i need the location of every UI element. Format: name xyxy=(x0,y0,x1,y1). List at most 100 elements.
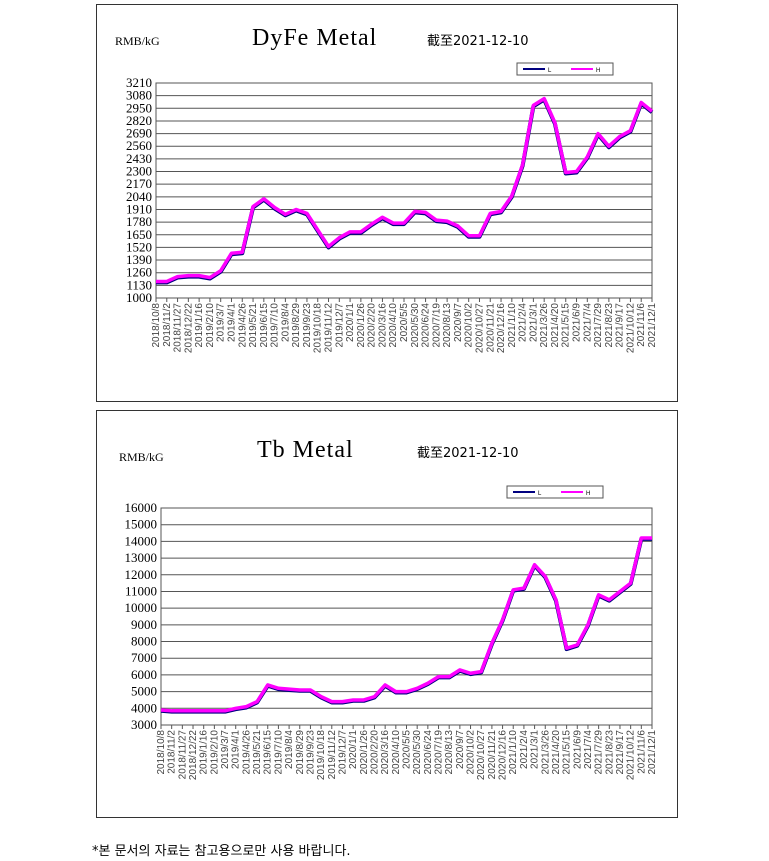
x-tick-label: 2018/11/2 xyxy=(167,730,178,774)
x-tick-label: 2021/7/29 xyxy=(594,730,605,775)
x-tick-label: 2021/5/15 xyxy=(561,303,572,348)
y-tick-label: 6000 xyxy=(131,667,157,682)
y-tick-label: 5000 xyxy=(131,684,157,699)
x-tick-label: 2020/1/1 xyxy=(348,730,359,769)
x-tick-label: 2019/10/18 xyxy=(313,303,324,353)
y-tick-label: 2170 xyxy=(126,176,152,191)
x-tick-label: 2019/9/23 xyxy=(305,730,316,775)
y-tick-label: 10000 xyxy=(125,600,158,615)
x-tick-label: 2019/11/12 xyxy=(327,730,338,780)
x-tick-label: 2020/5/30 xyxy=(410,303,421,348)
x-tick-label: 2020/7/19 xyxy=(434,730,445,775)
x-tick-label: 2021/3/1 xyxy=(530,730,541,769)
x-tick-label: 2019/4/26 xyxy=(237,303,248,348)
x-tick-label: 2021/2/4 xyxy=(518,303,529,342)
x-tick-label: 2018/10/8 xyxy=(151,303,162,348)
x-tick-label: 2018/11/2 xyxy=(162,303,173,347)
x-tick-label: 2020/5/5 xyxy=(402,730,413,769)
x-tick-label: 2018/11/27 xyxy=(177,730,188,780)
y-tick-label: 4000 xyxy=(131,700,157,715)
x-tick-label: 2019/2/10 xyxy=(205,303,216,348)
chart-title: Tb Metal xyxy=(257,437,354,463)
x-tick-label: 2019/4/26 xyxy=(241,730,252,775)
x-tick-label: 2020/10/2 xyxy=(466,730,477,775)
tb-chart-panel: RMB/kG Tb Metal 截至2021-12-10 3000 4000 5000 60… xyxy=(96,410,678,818)
y-tick-label: 16000 xyxy=(125,500,158,515)
y-tick-label: 2040 xyxy=(126,189,152,204)
y-tick-label: 2690 xyxy=(126,126,152,141)
legend-label-H: H xyxy=(596,68,600,74)
x-tick-label: 2021/11/6 xyxy=(636,730,647,774)
x-tick-label: 2020/11/21 xyxy=(487,730,498,780)
x-tick-label: 2020/2/20 xyxy=(369,730,380,775)
x-tick-label: 2020/4/10 xyxy=(388,303,399,348)
x-tick-label: 2018/12/22 xyxy=(188,730,199,780)
x-tick-label: 2019/9/23 xyxy=(302,303,313,348)
chart-title: DyFe Metal xyxy=(252,25,377,51)
y-tick-label: 8000 xyxy=(131,634,157,649)
y-tick-label: 14000 xyxy=(125,533,158,548)
y-tick-label: 3080 xyxy=(126,88,152,103)
x-tick-label: 2021/7/4 xyxy=(582,303,593,342)
chart-date-subtitle: 截至2021-12-10 xyxy=(417,446,519,461)
y-tick-label: 2950 xyxy=(126,100,152,115)
dyfe-chart: RMB/kG DyFe Metal 截至2021-12-10 100011301260… xyxy=(115,25,658,353)
x-tick-label: 2021/2/4 xyxy=(519,730,530,769)
x-tick-label: 2020/8/13 xyxy=(444,730,455,775)
x-tick-label: 2021/3/1 xyxy=(528,303,539,342)
x-tick-label: 2019/1/16 xyxy=(194,303,205,348)
plot-area xyxy=(155,82,653,299)
y-tick-label: 1520 xyxy=(126,239,152,254)
y-tick-label: 15000 xyxy=(125,517,158,532)
x-tick-label: 2021/7/29 xyxy=(593,303,604,348)
y-tick-label: 1130 xyxy=(126,277,152,292)
y-tick-label: 13000 xyxy=(125,550,158,565)
x-tick-label: 2020/8/13 xyxy=(442,303,453,348)
y-tick-label: 2820 xyxy=(126,113,152,128)
x-tick-label: 2021/10/12 xyxy=(625,303,636,353)
x-tick-label: 2020/7/19 xyxy=(431,303,442,348)
x-tick-label: 2021/12/1 xyxy=(647,303,658,348)
x-tick-label: 2020/10/27 xyxy=(476,730,487,780)
legend-box xyxy=(516,62,614,76)
x-tick-label: 2020/3/16 xyxy=(377,303,388,348)
x-tick-label: 2021/8/23 xyxy=(604,303,615,348)
x-tick-label: 2019/6/15 xyxy=(263,730,274,775)
legend-label-H: H xyxy=(586,491,590,497)
y-tick-label: 1260 xyxy=(126,265,152,280)
x-tick-label: 2019/10/18 xyxy=(316,730,327,780)
x-tick-label: 2021/9/17 xyxy=(615,730,626,775)
x-tick-label: 2021/7/4 xyxy=(583,730,594,769)
x-tick-label: 2021/1/10 xyxy=(507,303,518,348)
x-tick-label: 2019/8/29 xyxy=(291,303,302,348)
x-tick-label: 2020/1/26 xyxy=(359,730,370,775)
x-tick-label: 2021/8/23 xyxy=(604,730,615,775)
x-tick-label: 2021/9/17 xyxy=(615,303,626,348)
x-tick-label: 2019/3/7 xyxy=(220,730,231,769)
x-tick-label: 2018/11/27 xyxy=(173,303,184,353)
y-tick-label: 1650 xyxy=(126,227,152,242)
x-tick-label: 2021/11/6 xyxy=(636,303,647,347)
y-axis-unit-label: RMB/kG xyxy=(115,34,160,48)
y-tick-label: 1000 xyxy=(126,290,152,305)
x-tick-label: 2021/12/1 xyxy=(647,730,658,775)
x-tick-label: 2019/3/7 xyxy=(216,303,227,342)
y-tick-label: 3000 xyxy=(131,717,157,732)
x-tick-label: 2019/1/16 xyxy=(199,730,210,775)
disclaimer-footer: *본 문서의 자료는 참고용으로만 사용 바랍니다. xyxy=(92,844,351,859)
x-tick-label: 2021/4/20 xyxy=(551,730,562,775)
x-tick-label: 2021/6/9 xyxy=(572,730,583,769)
x-tick-label: 2020/3/16 xyxy=(380,730,391,775)
x-tick-label: 2019/12/7 xyxy=(334,303,345,348)
x-tick-label: 2020/9/7 xyxy=(453,303,464,342)
x-tick-label: 2019/8/4 xyxy=(280,303,291,342)
chart-date-subtitle: 截至2021-12-10 xyxy=(427,34,529,49)
x-tick-label: 2020/5/30 xyxy=(412,730,423,775)
x-tick-label: 2020/10/27 xyxy=(474,303,485,353)
x-tick-label: 2019/7/10 xyxy=(270,303,281,348)
x-tick-label: 2020/12/16 xyxy=(498,730,509,780)
x-tick-label: 2021/3/26 xyxy=(539,303,550,348)
y-tick-label: 11000 xyxy=(125,583,157,598)
x-tick-label: 2019/5/21 xyxy=(248,303,259,348)
x-tick-label: 2019/4/1 xyxy=(231,730,242,769)
